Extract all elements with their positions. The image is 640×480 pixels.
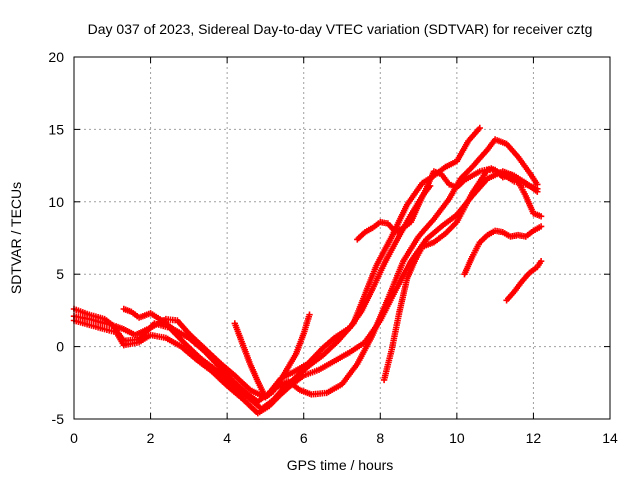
x-tick-label: 2 [147, 430, 155, 446]
x-tick-label: 6 [300, 430, 308, 446]
x-tick-label: 8 [376, 430, 384, 446]
y-tick-label: 0 [56, 339, 64, 355]
data-marker [503, 258, 545, 304]
axis-ticks: 0 2 4 6 8 10 12 14 -5 0 5 10 15 20 [48, 49, 618, 446]
chart-title: Day 037 of 2023, Sidereal Day-to-day VTE… [88, 21, 593, 37]
series-track-3 [70, 168, 541, 417]
x-tick-label: 10 [449, 430, 465, 446]
y-tick-label: -5 [52, 411, 65, 427]
y-tick-label: 10 [48, 194, 64, 210]
data-marker [461, 223, 545, 278]
data-marker [70, 168, 541, 417]
x-tick-label: 4 [223, 430, 231, 446]
plot-frame [73, 56, 611, 420]
y-tick-label: 15 [48, 121, 64, 137]
y-tick-label: 20 [48, 49, 64, 65]
y-tick-label: 5 [56, 266, 64, 282]
series-track-9 [503, 258, 545, 304]
data-marker [380, 166, 545, 384]
data-marker [231, 311, 313, 401]
x-tick-label: 12 [526, 430, 542, 446]
x-axis-label: GPS time / hours [287, 457, 394, 473]
data-points [70, 124, 545, 417]
x-tick-label: 14 [602, 430, 618, 446]
series-track-1 [70, 124, 483, 413]
x-tick-label: 0 [70, 430, 78, 446]
y-axis-label: SDTVAR / TECUs [8, 182, 24, 294]
series-track-8 [461, 223, 545, 278]
series-track-5 [231, 311, 313, 401]
series-track-7 [380, 166, 545, 384]
data-marker [70, 124, 483, 413]
grid [74, 57, 610, 419]
